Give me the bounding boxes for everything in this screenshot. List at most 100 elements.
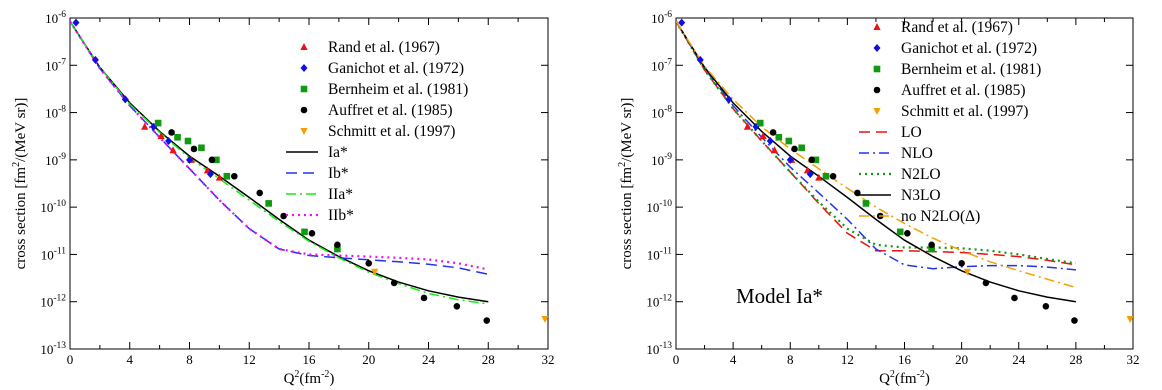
data-point bbox=[213, 156, 220, 164]
x-tick-label: 12 bbox=[841, 352, 854, 367]
legend-label: N2LO bbox=[901, 166, 941, 183]
legend-label: Schmitt et al. (1997) bbox=[901, 103, 1028, 120]
legend-marker bbox=[873, 44, 881, 52]
y-tick-label: 10-6 bbox=[651, 10, 672, 26]
legend-label: Ia* bbox=[328, 144, 348, 161]
data-point bbox=[1126, 316, 1133, 324]
data-point bbox=[206, 170, 214, 179]
data-point bbox=[759, 131, 767, 139]
x-tick-label: 24 bbox=[1012, 352, 1026, 367]
y-tick-label: 10-8 bbox=[45, 105, 66, 121]
x-tick-label: 24 bbox=[422, 352, 436, 367]
x-tick-label: 20 bbox=[955, 352, 968, 367]
data-point bbox=[1071, 317, 1078, 324]
data-point bbox=[798, 144, 805, 152]
series-line-IIb* bbox=[70, 20, 489, 271]
x-tick-label: 0 bbox=[67, 352, 74, 367]
legend-marker bbox=[300, 64, 308, 72]
data-point bbox=[256, 189, 264, 197]
legend-marker bbox=[300, 85, 308, 93]
data-point bbox=[453, 302, 461, 310]
legend-label: Bernheim et al. (1981) bbox=[328, 81, 468, 98]
data-point bbox=[157, 131, 165, 139]
x-tick-label: 32 bbox=[1127, 352, 1140, 367]
data-point bbox=[829, 172, 837, 180]
y-tick-label: 10-13 bbox=[40, 341, 66, 357]
plot-area bbox=[70, 18, 548, 324]
x-axis-label: Q2(fm-2) bbox=[284, 369, 335, 387]
data-point bbox=[775, 133, 783, 141]
legend-marker bbox=[873, 23, 881, 30]
data-point bbox=[696, 55, 704, 64]
legend-label: Auffret et al. (1985) bbox=[901, 82, 1026, 99]
data-point bbox=[174, 133, 181, 141]
data-point bbox=[91, 55, 99, 64]
data-point bbox=[766, 137, 774, 146]
legend-label: IIb* bbox=[328, 207, 354, 224]
series-line-N2LO bbox=[676, 20, 1077, 265]
y-tick-label: 10-7 bbox=[651, 57, 672, 73]
data-point bbox=[904, 229, 911, 237]
data-point bbox=[743, 122, 752, 130]
x-tick-label: 16 bbox=[898, 352, 912, 367]
legend-label: Schmitt et al. (1997) bbox=[328, 123, 455, 140]
legend-marker bbox=[873, 86, 881, 94]
data-point bbox=[786, 155, 794, 164]
right-panel: 0 4 8 12 16 20 24 28 32 10-13 10-12 10-11 10-10 10-9 1… bbox=[617, 10, 1140, 387]
legend-label: Rand et al. (1967) bbox=[328, 39, 440, 56]
data-point bbox=[154, 119, 162, 127]
series-line-no N2LO(Δ) bbox=[676, 20, 1077, 289]
y-tick-label: 10-10 bbox=[646, 199, 672, 215]
left-panel: 0 4 8 12 16 20 24 28 32 10-13 10-12 10-11 10-10 10-9 1… bbox=[11, 10, 555, 387]
y-tick-label: 10-9 bbox=[651, 152, 672, 168]
data-point bbox=[186, 155, 193, 164]
y-axis-label: cross section [fm2/(MeV sr)] bbox=[11, 98, 29, 270]
legend-label: Ib* bbox=[328, 165, 349, 182]
data-point bbox=[231, 172, 238, 180]
x-tick-label: 28 bbox=[482, 352, 495, 367]
data-point bbox=[541, 316, 548, 324]
x-tick-label: 20 bbox=[362, 352, 375, 367]
legend-marker bbox=[300, 106, 308, 114]
data-point bbox=[785, 137, 793, 145]
x-tick-label: 8 bbox=[787, 352, 794, 367]
legend-label: Ganichot et al. (1972) bbox=[328, 60, 464, 77]
data-point bbox=[958, 259, 965, 267]
legend-marker bbox=[300, 43, 308, 50]
series-line-LO bbox=[676, 20, 1077, 266]
data-point bbox=[165, 137, 173, 146]
data-point bbox=[390, 279, 398, 287]
series-line-Ia* bbox=[70, 20, 489, 303]
legend-label: Ganichot et al. (1972) bbox=[901, 40, 1037, 57]
y-tick-label: 10-11 bbox=[647, 246, 673, 262]
legend-label: N3LO bbox=[901, 187, 941, 204]
legend-label: Bernheim et al. (1981) bbox=[901, 61, 1041, 78]
data-point bbox=[141, 122, 149, 130]
x-tick-label: 12 bbox=[243, 352, 256, 367]
data-point bbox=[215, 173, 223, 181]
data-point bbox=[812, 156, 820, 164]
data-point bbox=[169, 146, 177, 154]
data-point bbox=[822, 172, 830, 180]
data-point bbox=[208, 156, 216, 164]
legend-label: Auffret et al. (1985) bbox=[328, 102, 453, 119]
data-point bbox=[334, 241, 341, 249]
x-tick-label: 4 bbox=[127, 352, 134, 367]
x-tick-label: 4 bbox=[730, 352, 737, 367]
data-point bbox=[72, 18, 80, 27]
legend-marker bbox=[873, 65, 881, 73]
series-line-N3LO bbox=[676, 20, 1077, 303]
y-tick-label: 10-9 bbox=[45, 152, 66, 168]
data-point bbox=[1011, 294, 1018, 302]
data-point bbox=[862, 200, 870, 207]
legend-marker bbox=[300, 128, 308, 135]
data-point bbox=[190, 145, 198, 153]
data-point bbox=[963, 268, 971, 276]
legend-label: Rand et al. (1967) bbox=[901, 19, 1013, 36]
data-point bbox=[982, 279, 990, 287]
data-point bbox=[928, 241, 935, 249]
data-point bbox=[928, 245, 935, 253]
x-tick-label: 32 bbox=[542, 352, 555, 367]
series-line-IIa* bbox=[70, 20, 489, 305]
